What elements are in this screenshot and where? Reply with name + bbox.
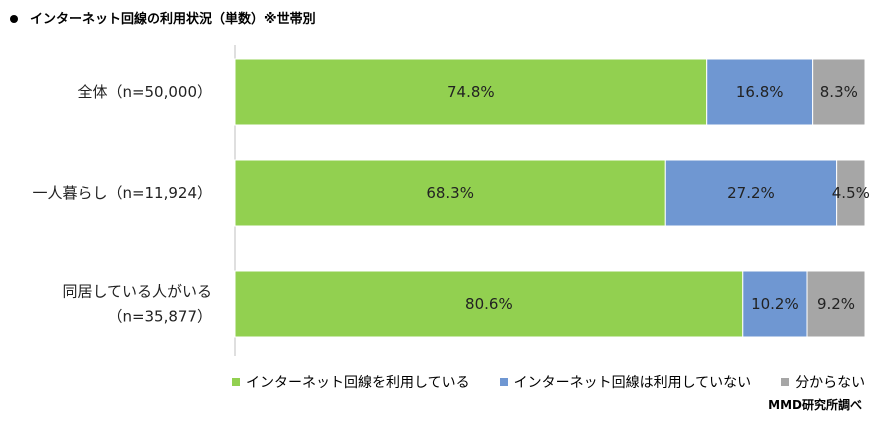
data-label: 10.2%	[751, 295, 799, 313]
legend-label-using: インターネット回線を利用している	[246, 375, 470, 391]
legend-item-unknown: 分からない	[781, 372, 865, 392]
bar-segment-not-using	[706, 58, 814, 126]
legend-swatch-unknown	[781, 378, 790, 386]
bar-segment-not-using	[664, 159, 838, 227]
legend-item-not-using: インターネット回線は利用していない	[499, 372, 752, 392]
bullet-icon	[10, 14, 18, 23]
category-label: （n=35,877）	[107, 308, 212, 326]
bar-segment-using	[234, 58, 708, 126]
legend-label-unknown: 分からない	[795, 375, 866, 391]
category-label: 同居している人がいる	[62, 283, 212, 301]
data-label: 74.8%	[447, 83, 495, 101]
category-label: 全体（n=50,000）	[77, 83, 212, 101]
data-label: 9.2%	[817, 295, 855, 313]
data-label: 16.8%	[736, 83, 784, 101]
bar-segment-using	[234, 159, 666, 227]
data-label: 68.3%	[426, 184, 474, 202]
data-label: 80.6%	[465, 295, 513, 313]
data-label: 8.3%	[820, 83, 858, 101]
chart-title: インターネット回線の利用状況（単数）※世帯別	[10, 8, 316, 27]
chart-title-text: インターネット回線の利用状況（単数）※世帯別	[30, 12, 316, 27]
data-label: 27.2%	[727, 184, 775, 202]
bar-segment-unknown	[806, 270, 866, 338]
bar-segment-not-using	[742, 270, 808, 338]
legend-swatch-not-using	[499, 378, 508, 386]
source-credit: MMD研究所調べ	[768, 398, 862, 412]
data-label: 4.5%	[832, 184, 870, 202]
bar-segment-unknown	[812, 58, 866, 126]
legend-item-using: インターネット回線を利用している	[232, 372, 470, 392]
legend-label-not-using: インターネット回線は利用していない	[513, 375, 752, 391]
legend-swatch-using	[232, 378, 240, 386]
chart-legend: インターネット回線を利用している インターネット回線は利用していない 分からない	[232, 372, 865, 392]
bar-segment-using	[234, 270, 744, 338]
category-label: 一人暮らし（n=11,924）	[32, 184, 212, 202]
bar-segment-unknown	[836, 159, 866, 227]
